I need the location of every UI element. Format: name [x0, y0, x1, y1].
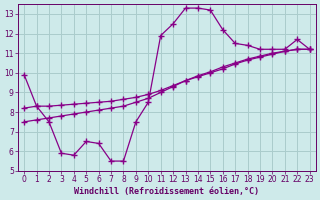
X-axis label: Windchill (Refroidissement éolien,°C): Windchill (Refroidissement éolien,°C) [74, 187, 260, 196]
